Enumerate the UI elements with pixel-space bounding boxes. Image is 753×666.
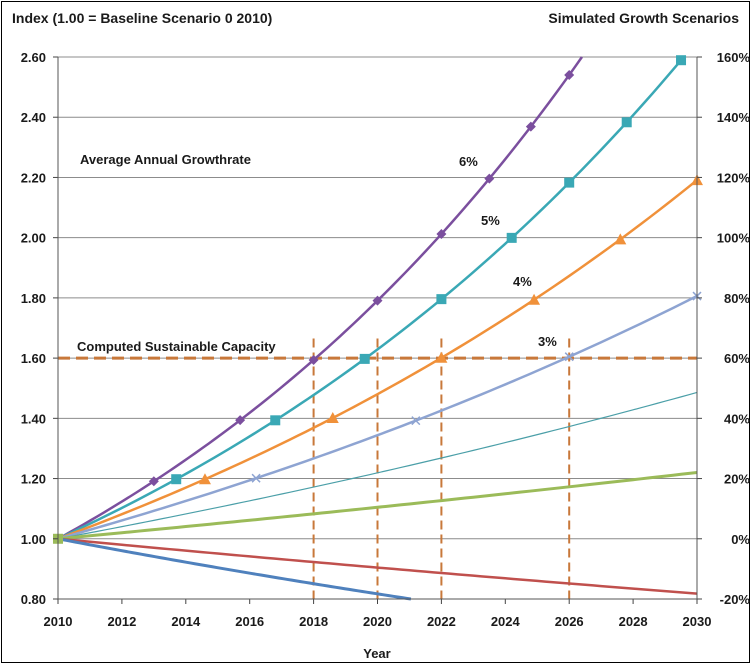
annotation-3pct: 3% [538, 334, 557, 349]
y-tick-right: 160% [717, 50, 751, 65]
data-point [564, 177, 575, 188]
y-tick-right: 80% [724, 291, 750, 306]
title-right: Simulated Growth Scenarios [548, 10, 739, 26]
x-tick-label: 2030 [683, 614, 712, 629]
series-line [57, 179, 698, 540]
annotation-growthrate: Average Annual Growthrate [80, 152, 251, 167]
title-left: Index (1.00 = Baseline Scenario 0 2010) [12, 10, 272, 26]
series-line [57, 56, 685, 540]
data-point [436, 294, 447, 305]
y-tick-right: 120% [717, 170, 751, 185]
tick-labels: 0.80 -20% 1.00 0% 1.20 20% 1.40 40% 1.60 60% 1.80 8… [21, 50, 751, 629]
data-point [359, 353, 370, 364]
data-point [525, 121, 536, 132]
data-point [235, 415, 246, 426]
y-tick-left: 2.40 [21, 110, 46, 125]
y-tick-right: 20% [724, 472, 750, 487]
y-tick-left: 2.20 [21, 170, 46, 185]
data-point [372, 295, 383, 306]
annotation-4pct: 4% [513, 274, 532, 289]
y-tick-left: 2.60 [21, 50, 46, 65]
data-point [198, 473, 211, 485]
data-point [564, 69, 575, 80]
y-tick-right: 40% [724, 411, 750, 426]
series-line [57, 294, 698, 540]
gridlines [58, 56, 697, 600]
y-tick-left: 1.00 [21, 532, 46, 547]
y-tick-left: 1.20 [21, 472, 46, 487]
series-line [57, 537, 698, 595]
data-point [506, 232, 517, 243]
data-point [564, 352, 574, 362]
series-line [57, 391, 698, 540]
data-point [326, 411, 339, 423]
y-tick-right: 140% [717, 110, 751, 125]
data-point [484, 173, 495, 184]
x-tick-label: 2016 [235, 614, 264, 629]
data-point [270, 415, 281, 426]
series-line [57, 470, 698, 541]
x-axis-label: Year [363, 646, 390, 661]
x-tick-label: 2020 [363, 614, 392, 629]
year-marker-lines [312, 338, 571, 599]
annotation-6pct: 6% [459, 154, 478, 169]
x-tick-label: 2022 [427, 614, 456, 629]
series-lines [53, 55, 703, 601]
x-tick-label: 2028 [619, 614, 648, 629]
axes [53, 56, 702, 604]
x-tick-label: 2012 [107, 614, 136, 629]
x-tick-label: 2018 [299, 614, 328, 629]
x-tick-label: 2014 [171, 614, 201, 629]
y-tick-left: 2.00 [21, 231, 46, 246]
data-point [308, 354, 319, 365]
data-point [148, 476, 159, 487]
x-tick-label: 2024 [491, 614, 521, 629]
y-tick-left: 0.80 [21, 592, 46, 607]
data-point [621, 117, 632, 128]
y-tick-right: -20% [720, 592, 751, 607]
y-tick-left: 1.60 [21, 351, 46, 366]
data-point [614, 233, 627, 245]
annotation-capacity: Computed Sustainable Capacity [77, 339, 276, 354]
data-point [435, 351, 448, 363]
y-tick-left: 1.40 [21, 411, 46, 426]
annotation-5pct: 5% [481, 213, 500, 228]
y-tick-right: 0% [731, 532, 750, 547]
series-line [57, 537, 412, 601]
x-tick-label: 2026 [555, 614, 584, 629]
data-point [676, 55, 687, 66]
x-tick-label: 2010 [44, 614, 73, 629]
data-point [251, 473, 261, 483]
data-point [436, 228, 447, 239]
series-line [57, 56, 583, 540]
data-point [171, 474, 182, 485]
data-point [528, 293, 541, 305]
data-point [411, 416, 421, 426]
y-tick-left: 1.80 [21, 291, 46, 306]
y-tick-right: 100% [717, 231, 751, 246]
y-tick-right: 60% [724, 351, 750, 366]
